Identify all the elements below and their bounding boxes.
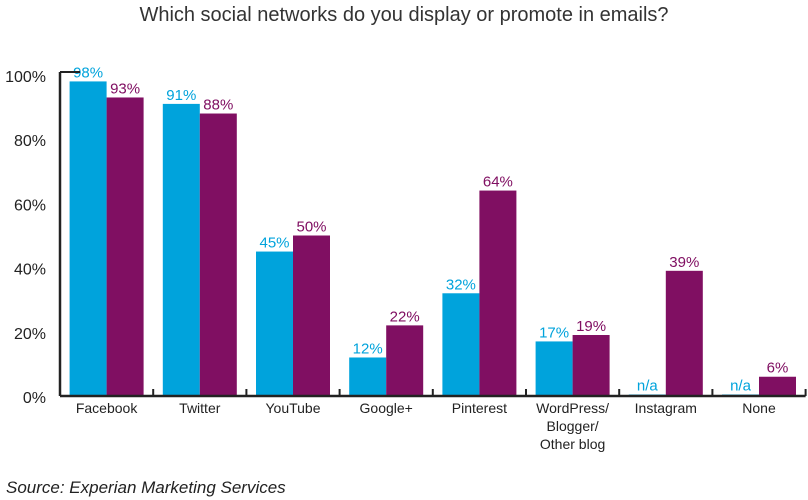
bar-series2 [572,335,610,396]
source-note: Source: Experian Marketing Services [6,478,286,497]
bar-series1 [162,103,200,396]
bar-series1 [442,293,480,396]
y-tick-label: 80% [14,133,46,150]
data-label: 17% [539,324,569,341]
data-label: n/a [730,378,752,395]
y-tick-label: 20% [14,326,46,343]
chart-title: Which social networks do you display or … [139,4,669,26]
bar-series2 [199,113,237,397]
data-label: 6% [767,360,789,377]
data-label: 88% [203,97,233,114]
y-tick-label: 40% [14,262,46,279]
x-tick-label: YouTube [265,400,320,416]
data-label: 39% [669,254,699,271]
data-label: 50% [296,219,326,236]
bar-series2 [386,325,424,396]
data-label: n/a [637,378,659,395]
x-tick-label: Other blog [540,436,605,452]
bar-series2 [479,190,517,396]
data-label: 98% [73,64,103,81]
bar-series1 [256,251,293,396]
data-label: 45% [259,235,289,252]
x-tick-label: Blogger/ [547,418,599,434]
bar-series1 [69,81,107,397]
x-tick-label: WordPress/ [536,400,609,416]
data-label: 19% [576,318,606,335]
x-tick-label: Google+ [360,400,413,416]
bar-series2 [293,235,330,396]
x-tick-label: Twitter [179,400,221,416]
y-tick-label: 0% [23,390,46,407]
data-label: 64% [483,174,513,191]
x-tick-label: None [742,400,776,416]
data-label: 91% [166,87,196,104]
y-tick-label: 60% [14,197,46,214]
data-label: 12% [353,340,383,357]
data-label: 22% [390,308,420,325]
data-label: 93% [110,80,140,97]
bar-series2 [665,270,703,396]
bar-series1 [349,357,387,396]
x-tick-label: Pinterest [452,400,507,416]
bar-series2 [106,97,144,396]
bar-series2 [759,376,796,396]
bar-series1 [535,341,573,396]
y-tick-label: 100% [5,69,46,86]
x-tick-label: Facebook [76,400,138,416]
x-tick-label: Instagram [635,400,697,416]
data-label: 32% [446,276,476,293]
